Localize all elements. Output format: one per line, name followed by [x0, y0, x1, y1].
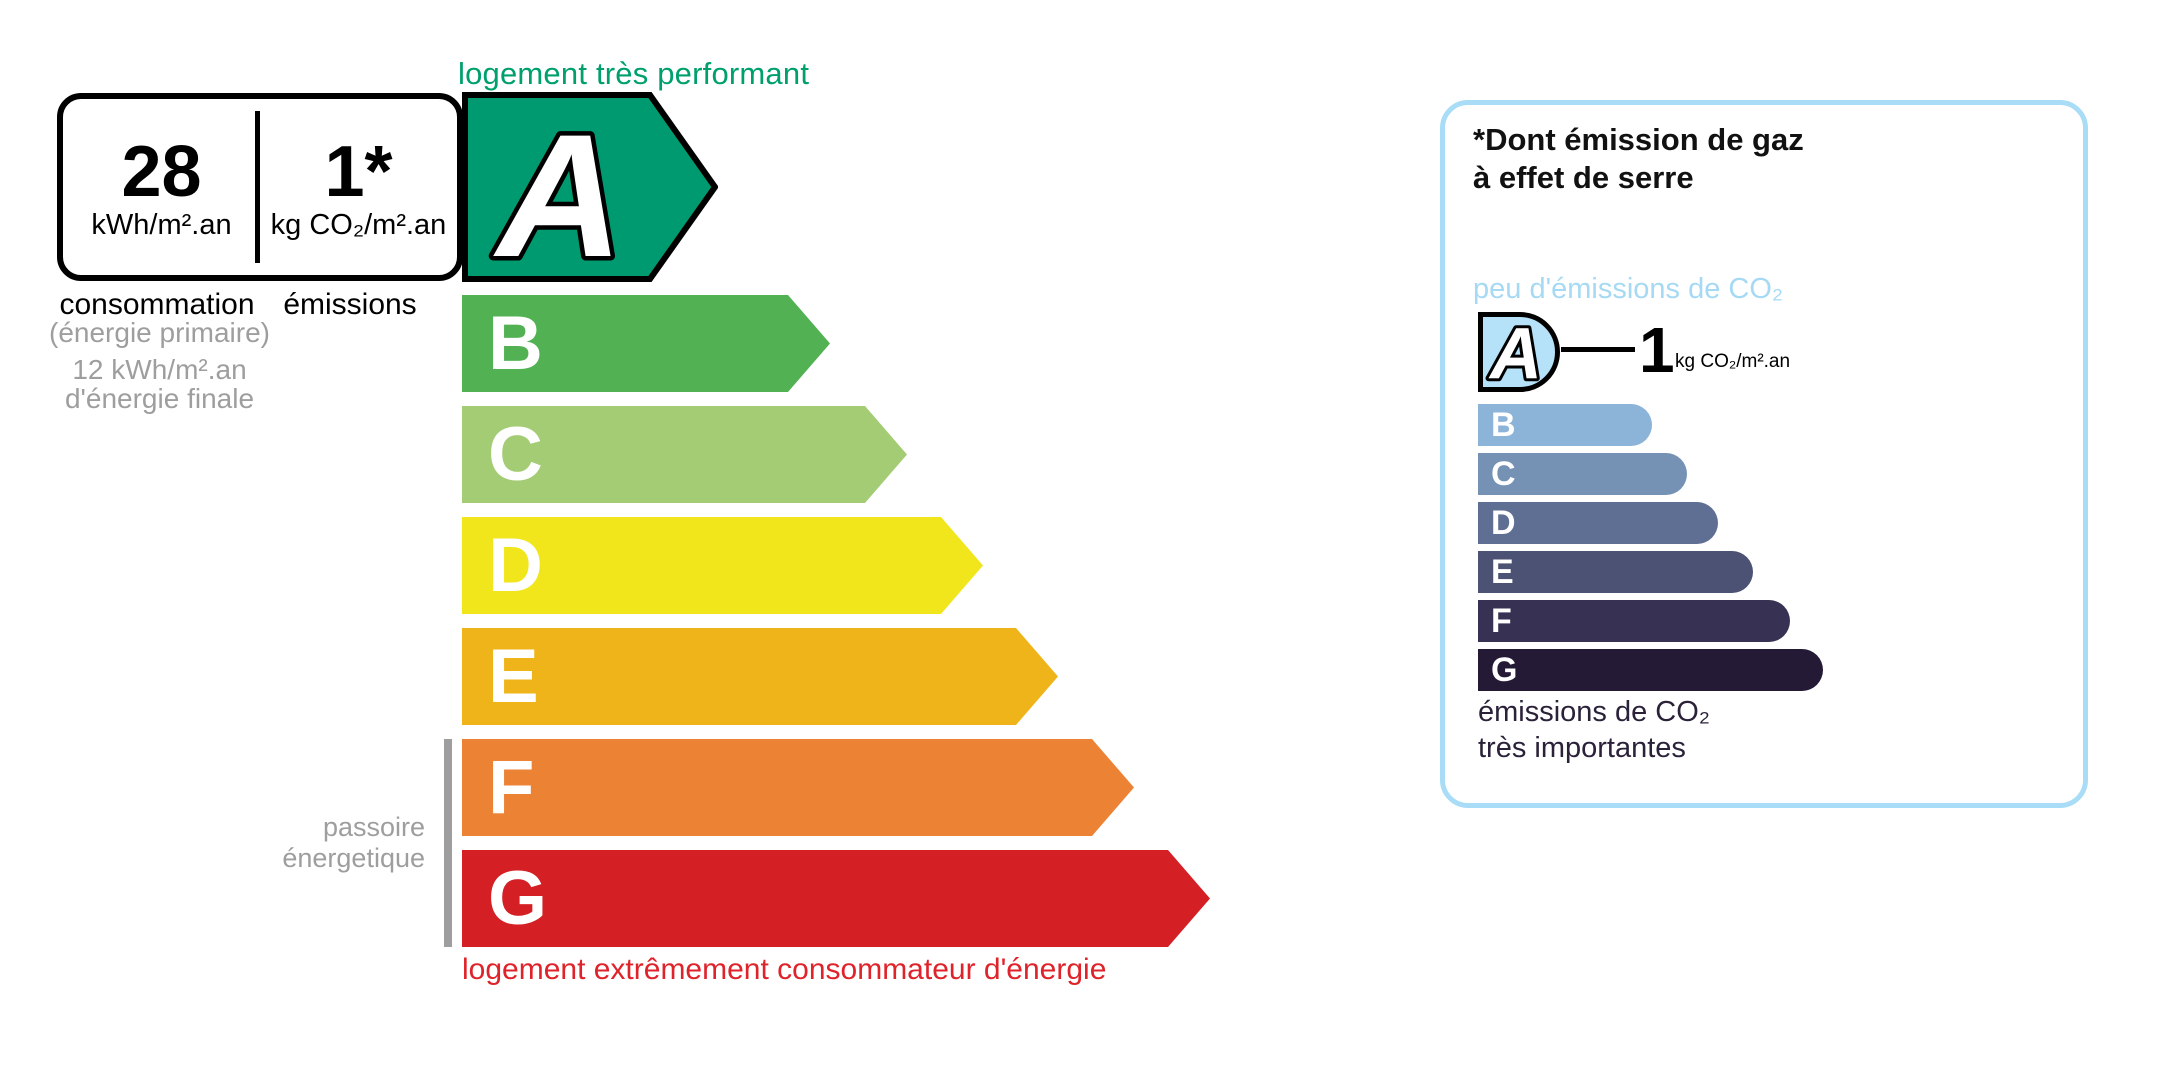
- energy-bar-b: B: [462, 295, 830, 392]
- energy-bar-c-label: C: [488, 412, 543, 497]
- emissions-label: émissions: [283, 288, 417, 321]
- ges-bar-g-label: G: [1491, 650, 1518, 689]
- ges-bar-b: B: [1478, 404, 1652, 446]
- final-energy-value: 12 kWh/m².an: [72, 354, 247, 385]
- final-energy-caption: d'énergie finale: [64, 383, 255, 414]
- consumption-label: consommation: [59, 288, 255, 321]
- energy-bar-d-label: D: [488, 523, 543, 608]
- emissions-cell: 1* kg CO₂/m².an: [260, 99, 457, 275]
- ges-grade-badge-letter: A: [1488, 317, 1542, 387]
- energy-bar-e-label: E: [488, 634, 539, 719]
- energy-scale-footer: logement extrêmement consommateur d'éner…: [462, 953, 1107, 986]
- energy-sieve-label-line1: passoire: [322, 812, 425, 842]
- grade-a-arrow: A: [462, 92, 718, 282]
- score-box-divider: [255, 111, 260, 263]
- emissions-value: 1*: [324, 131, 393, 212]
- ges-top-caption: peu d'émissions de CO₂: [1473, 273, 1784, 305]
- ges-bar-c: C: [1478, 453, 1687, 495]
- ges-bar-d-label: D: [1491, 503, 1516, 542]
- ges-panel-title-line2: à effet de serre: [1473, 160, 1694, 195]
- ges-panel: *Dont émission de gaz à effet de serre p…: [1440, 100, 2088, 808]
- ges-value-unit: kg CO₂/m².an: [1675, 351, 1791, 372]
- energy-bar-g: G: [462, 850, 1210, 947]
- ges-value-connector-line: [1561, 347, 1635, 352]
- score-box: 28 kWh/m².an 1* kg CO₂/m².an: [57, 93, 463, 281]
- ges-bar-f: F: [1478, 600, 1790, 642]
- ges-panel-title: *Dont émission de gaz à effet de serre: [1473, 121, 1804, 197]
- energy-bar-e: E: [462, 628, 1058, 725]
- ges-bottom-caption-line1: émissions de CO₂: [1478, 696, 1711, 728]
- ges-bar-e: E: [1478, 551, 1753, 593]
- energy-sieve-label-line2: énergetique: [282, 843, 425, 873]
- energy-bar-g-label: G: [488, 856, 548, 941]
- ges-bar-c-label: C: [1491, 454, 1516, 493]
- consumption-value: 28: [121, 131, 202, 212]
- ges-bottom-caption: émissions de CO₂ très importantes: [1478, 694, 1710, 766]
- ges-bar-f-label: F: [1491, 601, 1512, 640]
- grade-a-letter: A: [493, 99, 623, 282]
- ges-bar-e-label: E: [1491, 552, 1514, 591]
- energy-bar-f: F: [462, 739, 1134, 836]
- ges-value: 1: [1639, 314, 1675, 386]
- consumption-unit: kWh/m².an: [91, 209, 232, 242]
- ges-bar-d: D: [1478, 502, 1718, 544]
- energy-sieve-label: passoire énergetique: [180, 812, 425, 874]
- consumption-sublabels: (énergie primaire) 12 kWh/m².an d'énergi…: [17, 318, 302, 413]
- emissions-unit: kg CO₂/m².an: [270, 209, 447, 242]
- energy-scale-header: logement très performant: [458, 56, 810, 91]
- consumption-cell: 28 kWh/m².an: [63, 99, 260, 275]
- ges-bar-g: G: [1478, 649, 1823, 691]
- ges-grade-badge: A: [1478, 312, 1560, 392]
- energy-sieve-line: [444, 739, 452, 947]
- ges-bottom-caption-line2: très importantes: [1478, 732, 1686, 764]
- ges-bar-b-label: B: [1491, 405, 1516, 444]
- grade-a-arrow-shape: [462, 92, 718, 282]
- energy-bar-b-label: B: [488, 301, 543, 386]
- consumption-sublabel: (énergie primaire): [49, 317, 270, 348]
- energy-bar-c: C: [462, 406, 907, 503]
- energy-bar-f-label: F: [488, 745, 535, 830]
- ges-grade-badge-letter-svg: A: [1485, 317, 1545, 387]
- ges-panel-title-line1: *Dont émission de gaz: [1473, 122, 1804, 157]
- energy-bar-d: D: [462, 517, 983, 614]
